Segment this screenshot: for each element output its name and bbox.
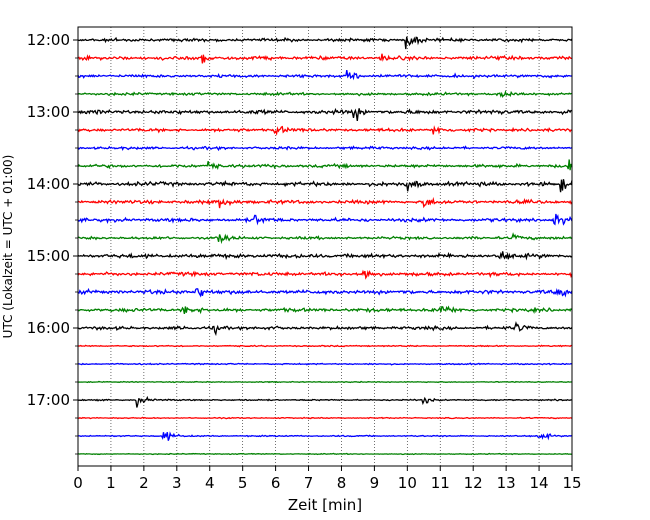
seismic-trace	[77, 125, 573, 136]
x-tick-label: 2	[139, 474, 149, 492]
x-tick-label: 14	[530, 474, 549, 492]
x-tick-label: 12	[464, 474, 483, 492]
seismic-trace	[77, 107, 573, 121]
traces-layer	[77, 36, 573, 456]
x-tick-label: 1	[106, 474, 116, 492]
seismic-trace	[77, 269, 573, 280]
y-tick-label: 14:00	[27, 175, 70, 193]
x-tick-label: 6	[271, 474, 281, 492]
seismic-trace	[77, 145, 573, 152]
x-tick-label: 4	[205, 474, 215, 492]
seismic-trace	[77, 89, 573, 99]
x-tick-label: 3	[172, 474, 182, 492]
x-tick-label: 7	[304, 474, 314, 492]
y-tick-label: 13:00	[27, 103, 70, 121]
seismic-trace	[77, 251, 573, 261]
x-axis-label: Zeit [min]	[288, 496, 362, 514]
y-tick-label: 15:00	[27, 247, 70, 265]
seismic-trace	[77, 36, 573, 50]
y-axis: 12:00 13:00 14:00 15:00 16:00 17:00	[27, 31, 78, 455]
seismic-trace	[77, 416, 573, 420]
x-tick-label: 13	[497, 474, 516, 492]
seismic-trace	[77, 159, 573, 171]
y-tick-label: 12:00	[27, 31, 70, 49]
seismic-trace	[77, 305, 573, 315]
x-tick-label: 9	[370, 474, 380, 492]
x-tick-label: 8	[337, 474, 347, 492]
seismic-trace	[78, 321, 573, 337]
seismic-trace	[77, 213, 573, 226]
seismic-trace	[78, 452, 572, 456]
seismic-trace	[77, 53, 572, 64]
seismic-trace	[77, 287, 573, 298]
seismic-trace	[77, 179, 573, 193]
seismic-trace	[77, 196, 573, 209]
y-tick-label: 16:00	[27, 319, 70, 337]
x-tick-label: 0	[73, 474, 83, 492]
seismic-trace	[77, 344, 573, 348]
seismic-trace	[77, 232, 573, 245]
seismic-trace	[77, 431, 573, 441]
x-tick-label: 15	[562, 474, 581, 492]
y-axis-label: UTC (Lokalzeit = UTC + 01:00)	[1, 155, 15, 339]
seismic-trace	[77, 380, 573, 384]
seismic-trace	[77, 362, 573, 366]
y-tick-label: 17:00	[27, 391, 70, 409]
grid-layer	[110, 27, 540, 466]
seismic-trace	[77, 395, 573, 408]
x-axis: 0 1 2 3 4 5 6 7 8 9 10 11 12 13 14 15	[73, 466, 582, 492]
x-tick-label: 11	[431, 474, 450, 492]
x-tick-label: 5	[238, 474, 248, 492]
plot-frame	[77, 26, 573, 467]
seismic-trace	[77, 69, 573, 81]
x-tick-label: 10	[398, 474, 417, 492]
